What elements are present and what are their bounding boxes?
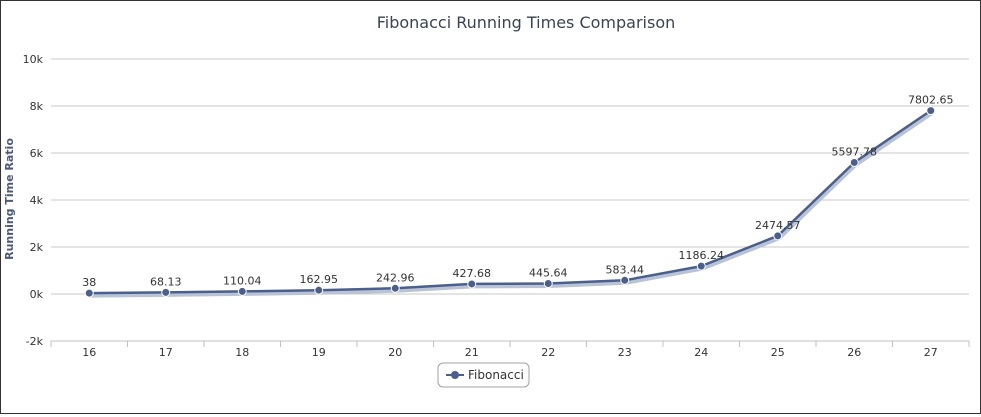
- data-label: 427.68: [453, 267, 492, 280]
- x-tick-label: 23: [618, 346, 632, 359]
- data-point[interactable]: [390, 283, 400, 293]
- data-point[interactable]: [696, 261, 706, 271]
- x-tick-label: 18: [235, 346, 249, 359]
- y-axis-ticks: -2k 0k 2k 4k 6k 8k 10k: [23, 53, 44, 348]
- x-tick-label: 24: [694, 346, 708, 359]
- data-label: 445.64: [529, 267, 568, 280]
- data-label: 242.96: [376, 271, 415, 284]
- data-label: 1186.24: [679, 249, 725, 262]
- data-point[interactable]: [773, 231, 783, 241]
- grid-lines: [51, 58, 969, 342]
- y-tick-label: 10k: [23, 53, 44, 66]
- legend-box[interactable]: [437, 362, 530, 388]
- data-point[interactable]: [161, 287, 171, 297]
- x-tick-label: 16: [82, 346, 96, 359]
- chart-title: Fibonacci Running Times Comparison: [377, 13, 676, 32]
- y-tick-label: 2k: [30, 241, 44, 254]
- legend-swatch-marker: [451, 371, 459, 379]
- data-label: 68.13: [150, 275, 182, 288]
- data-label: 583.44: [606, 263, 645, 276]
- data-label: 162.95: [300, 273, 339, 286]
- legend[interactable]: Fibonacci: [437, 362, 530, 388]
- x-tick-label: 22: [541, 346, 555, 359]
- data-point[interactable]: [467, 279, 477, 289]
- y-tick-label: 0k: [30, 288, 44, 301]
- x-axis: 16 17 18 19 20 21 22 23 24 25 26 27: [50, 340, 970, 359]
- data-point[interactable]: [926, 106, 936, 116]
- data-label: 110.04: [223, 274, 262, 287]
- x-tick-label: 26: [847, 346, 861, 359]
- y-tick-label: 8k: [30, 100, 44, 113]
- data-point[interactable]: [620, 275, 630, 285]
- data-point[interactable]: [849, 157, 859, 167]
- y-axis-label: Running Time Ratio: [3, 138, 16, 260]
- series-fibonacci: [84, 106, 936, 298]
- x-tick-label: 20: [388, 346, 402, 359]
- x-tick-label: 19: [312, 346, 326, 359]
- data-label: 2474.57: [755, 219, 801, 232]
- data-point[interactable]: [543, 279, 553, 289]
- y-tick-label: 6k: [30, 147, 44, 160]
- x-tick-label: 27: [924, 346, 938, 359]
- y-tick-label: -2k: [26, 335, 44, 348]
- data-label: 38: [82, 276, 96, 289]
- y-tick-label: 4k: [30, 194, 44, 207]
- x-tick-label: 21: [465, 346, 479, 359]
- legend-label[interactable]: Fibonacci: [468, 368, 524, 382]
- series-line-shadow: [90, 110, 934, 298]
- data-label: 7802.65: [908, 94, 954, 107]
- data-label: 5597.78: [832, 145, 878, 158]
- data-labels: 38 68.13 110.04 162.95 242.96 427.68 445.64 583…: [82, 94, 953, 289]
- data-point[interactable]: [237, 286, 247, 296]
- x-tick-label: 17: [159, 346, 173, 359]
- data-point[interactable]: [84, 288, 94, 298]
- data-point[interactable]: [314, 285, 324, 295]
- series-line: [89, 109, 932, 295]
- x-tick-label: 25: [771, 346, 785, 359]
